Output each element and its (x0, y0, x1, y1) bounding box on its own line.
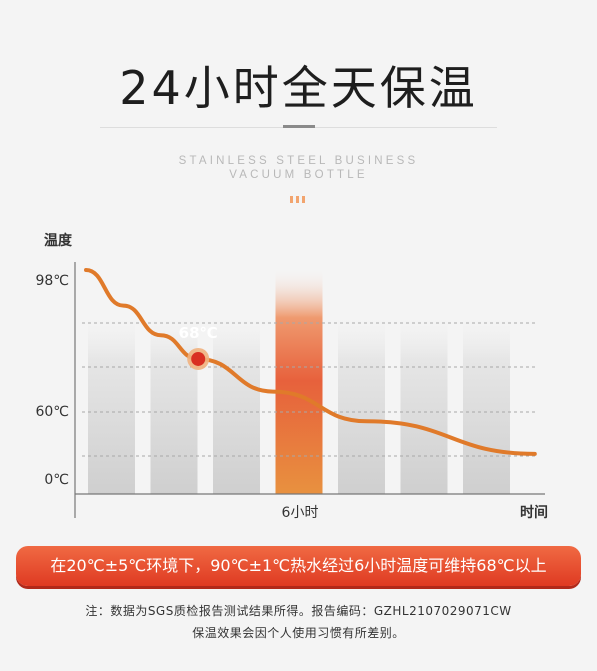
y-tick-label: 98℃ (35, 273, 69, 289)
y-tick-label: 0℃ (44, 472, 69, 488)
divider-accent (283, 125, 315, 128)
temperature-chart: 温度 时间 98℃ 60℃ 0℃ 6小时 68℃ (35, 232, 548, 521)
page-title: 24小时全天保温 (119, 61, 478, 115)
highlight-bar (275, 268, 323, 494)
bar (463, 315, 510, 494)
x-tick-label: 6小时 (282, 505, 319, 521)
subtitle-line-1: STAINLESS STEEL BUSINESS (178, 155, 419, 167)
x-axis-label: 时间 (520, 504, 548, 521)
bar (213, 315, 260, 494)
subtitle-line-2: VACUUM BOTTLE (229, 169, 368, 181)
bar (150, 315, 198, 494)
temperature-curve (84, 268, 537, 456)
y-tick-label: 60℃ (35, 404, 69, 420)
dot (302, 196, 305, 203)
footnote: 注：数据为SGS质检报告测试结果所得。报告编码：GZHL2107029071CW… (0, 600, 597, 644)
footnote-line-2: 保温效果会因个人使用习惯有所差别。 (192, 626, 405, 640)
marker-dot (191, 351, 206, 366)
product-subtitle: STAINLESS STEEL BUSINESS VACUUM BOTTLE (0, 154, 597, 182)
bar (338, 315, 385, 494)
test-conditions-banner: 在20℃±5℃环境下，90℃±1℃热水经过6小时温度可维持68℃以上 (16, 546, 581, 586)
dot (296, 196, 299, 203)
footnote-line-1: 注：数据为SGS质检报告测试结果所得。报告编码：GZHL2107029071CW (85, 604, 512, 618)
y-axis-label: 温度 (44, 232, 73, 249)
dot (290, 196, 293, 203)
bar (88, 315, 135, 494)
annotation-label: 68℃ (179, 324, 218, 342)
decorative-dots (290, 196, 305, 203)
bar (400, 315, 448, 494)
banner-text: 在20℃±5℃环境下，90℃±1℃热水经过6小时温度可维持68℃以上 (50, 556, 547, 575)
